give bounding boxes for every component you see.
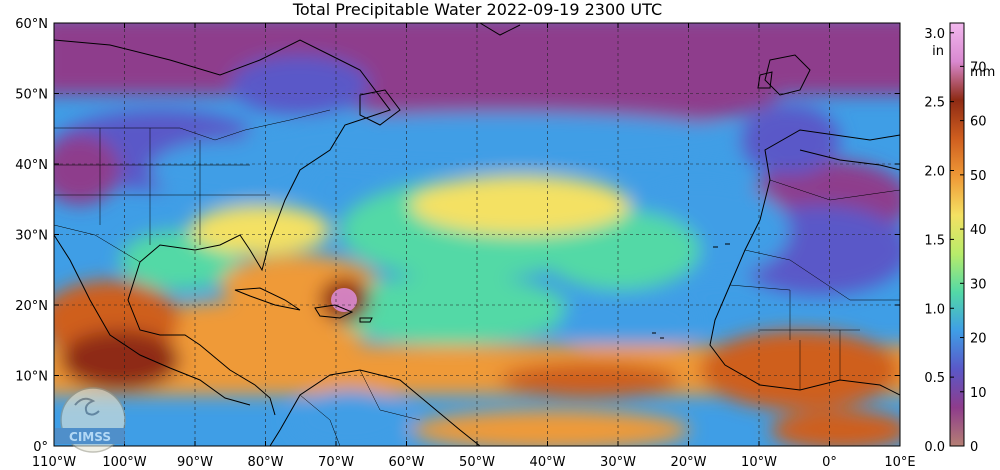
colorbar-inch-label: 3.0 xyxy=(924,27,945,42)
lon-tick-label: 50°W xyxy=(459,455,495,470)
colorbar-mm-label: 60 xyxy=(970,115,987,130)
africa-south-wet xyxy=(770,410,900,446)
lon-tick-label: 40°W xyxy=(530,455,566,470)
cimss-logo-text: CIMSS xyxy=(69,430,111,444)
dry-west-us xyxy=(54,135,120,205)
cimss-logo-swirl-icon xyxy=(74,397,100,416)
map-title: Total Precipitable Water 2022-09-19 2300… xyxy=(292,0,663,19)
lon-tick-label: 10°W xyxy=(741,455,777,470)
colorbar-mm-unit: mm xyxy=(970,65,995,80)
political-borders xyxy=(54,109,900,446)
newfoundland-coast xyxy=(359,89,401,126)
lon-tick-label: 90°W xyxy=(177,455,213,470)
equatorial-south xyxy=(410,410,690,446)
lon-tick-label: 60°W xyxy=(389,455,425,470)
colorbar-inch-label: 1.0 xyxy=(924,302,945,317)
cuba-coast xyxy=(234,287,301,311)
longitude-axis: 110°W 100°W 90°W 80°W 70°W 60°W 50°W 40°W 30°W 20… xyxy=(32,23,916,470)
lon-tick-label: 80°W xyxy=(248,455,284,470)
lat-tick-label: 60°N xyxy=(15,17,48,32)
us-mexico-border xyxy=(54,224,141,263)
mid-atlantic-central xyxy=(410,175,630,235)
dry-canary xyxy=(740,105,840,175)
canary-islands xyxy=(713,243,730,248)
colorbar-inch-label: 2.5 xyxy=(924,96,945,111)
lat-tick-label: 0° xyxy=(33,440,48,455)
colorbar-mm-label: 50 xyxy=(970,169,987,184)
colorbar-mm-label: 20 xyxy=(970,332,987,347)
ireland-coast xyxy=(757,71,773,89)
cimss-logo-banner xyxy=(55,428,125,444)
colorbar: 0.0 0.5 1.0 1.5 2.0 2.5 3.0 0 10 20 30 40 50 60 70 in… xyxy=(924,22,995,455)
lon-tick-label: 110°W xyxy=(32,455,76,470)
colorbar-mm-label: 40 xyxy=(970,223,987,238)
latitude-axis: 60°N 50°N 40°N 30°N 20°N 10°N 0° xyxy=(15,17,900,455)
graticule xyxy=(54,23,900,446)
colorbar-inch-label: 0.5 xyxy=(924,371,945,386)
pacific-southeast-wet xyxy=(60,330,180,390)
hispaniola-coast xyxy=(314,304,354,319)
lat-tick-label: 30°N xyxy=(15,229,48,244)
lon-tick-label: 0° xyxy=(822,455,837,470)
colorbar-inch-label: 2.0 xyxy=(924,165,945,180)
north-america-coast xyxy=(54,39,391,416)
colorbar-mm-label: 10 xyxy=(970,386,987,401)
colorbar-inch-unit: in xyxy=(932,44,944,59)
central-atlantic-tropics xyxy=(330,275,570,345)
moist-band-atlantic-north xyxy=(240,112,760,168)
lat-tick-label: 20°N xyxy=(15,299,48,314)
africa-borders xyxy=(729,179,900,390)
cimss-logo: CIMSS xyxy=(55,387,126,453)
florida-moisture xyxy=(190,205,330,255)
lon-tick-label: 70°W xyxy=(318,455,354,470)
british-isles-coast xyxy=(764,54,811,96)
us-canada-border xyxy=(54,109,331,141)
colorbar-inch-scale: 0.0 0.5 1.0 1.5 2.0 2.5 3.0 xyxy=(924,27,954,455)
south-america-borders xyxy=(299,369,421,446)
mediterranean-coast xyxy=(799,149,900,171)
colorbar-mm-label: 30 xyxy=(970,277,987,292)
colorbar-gradient xyxy=(949,22,965,447)
iberia-africa-coast xyxy=(709,129,900,396)
lat-tick-label: 40°N xyxy=(15,158,48,173)
lon-tick-label: 100°W xyxy=(102,455,146,470)
colorbar-mm-scale: 0 10 20 30 40 50 60 70 xyxy=(960,60,987,455)
dry-air-canada-east xyxy=(230,55,370,115)
east-atlantic-tropics xyxy=(560,290,700,350)
puerto-rico-coast xyxy=(359,317,373,323)
lon-tick-label: 20°W xyxy=(671,455,707,470)
lon-tick-label: 30°W xyxy=(600,455,636,470)
lat-tick-label: 50°N xyxy=(15,88,48,103)
cape-verde-islands xyxy=(652,332,664,339)
coastlines xyxy=(54,23,900,446)
lat-tick-label: 10°N xyxy=(15,370,48,385)
moist-band-east-us xyxy=(150,140,310,200)
colorbar-mm-label: 0 xyxy=(970,440,978,455)
south-america-north xyxy=(290,390,410,446)
lon-tick-label: 10°E xyxy=(884,455,915,470)
itcz-central xyxy=(500,362,680,398)
central-america-coast xyxy=(54,234,251,406)
moisture-field xyxy=(54,23,900,446)
us-state-lines xyxy=(54,128,270,245)
colorbar-inch-label: 1.5 xyxy=(924,233,945,248)
greenland-edge xyxy=(479,23,521,36)
colorbar-mm-label: 70 xyxy=(970,60,987,75)
dry-air-northeast xyxy=(340,60,780,130)
colorbar-inch-label: 0.0 xyxy=(924,440,945,455)
